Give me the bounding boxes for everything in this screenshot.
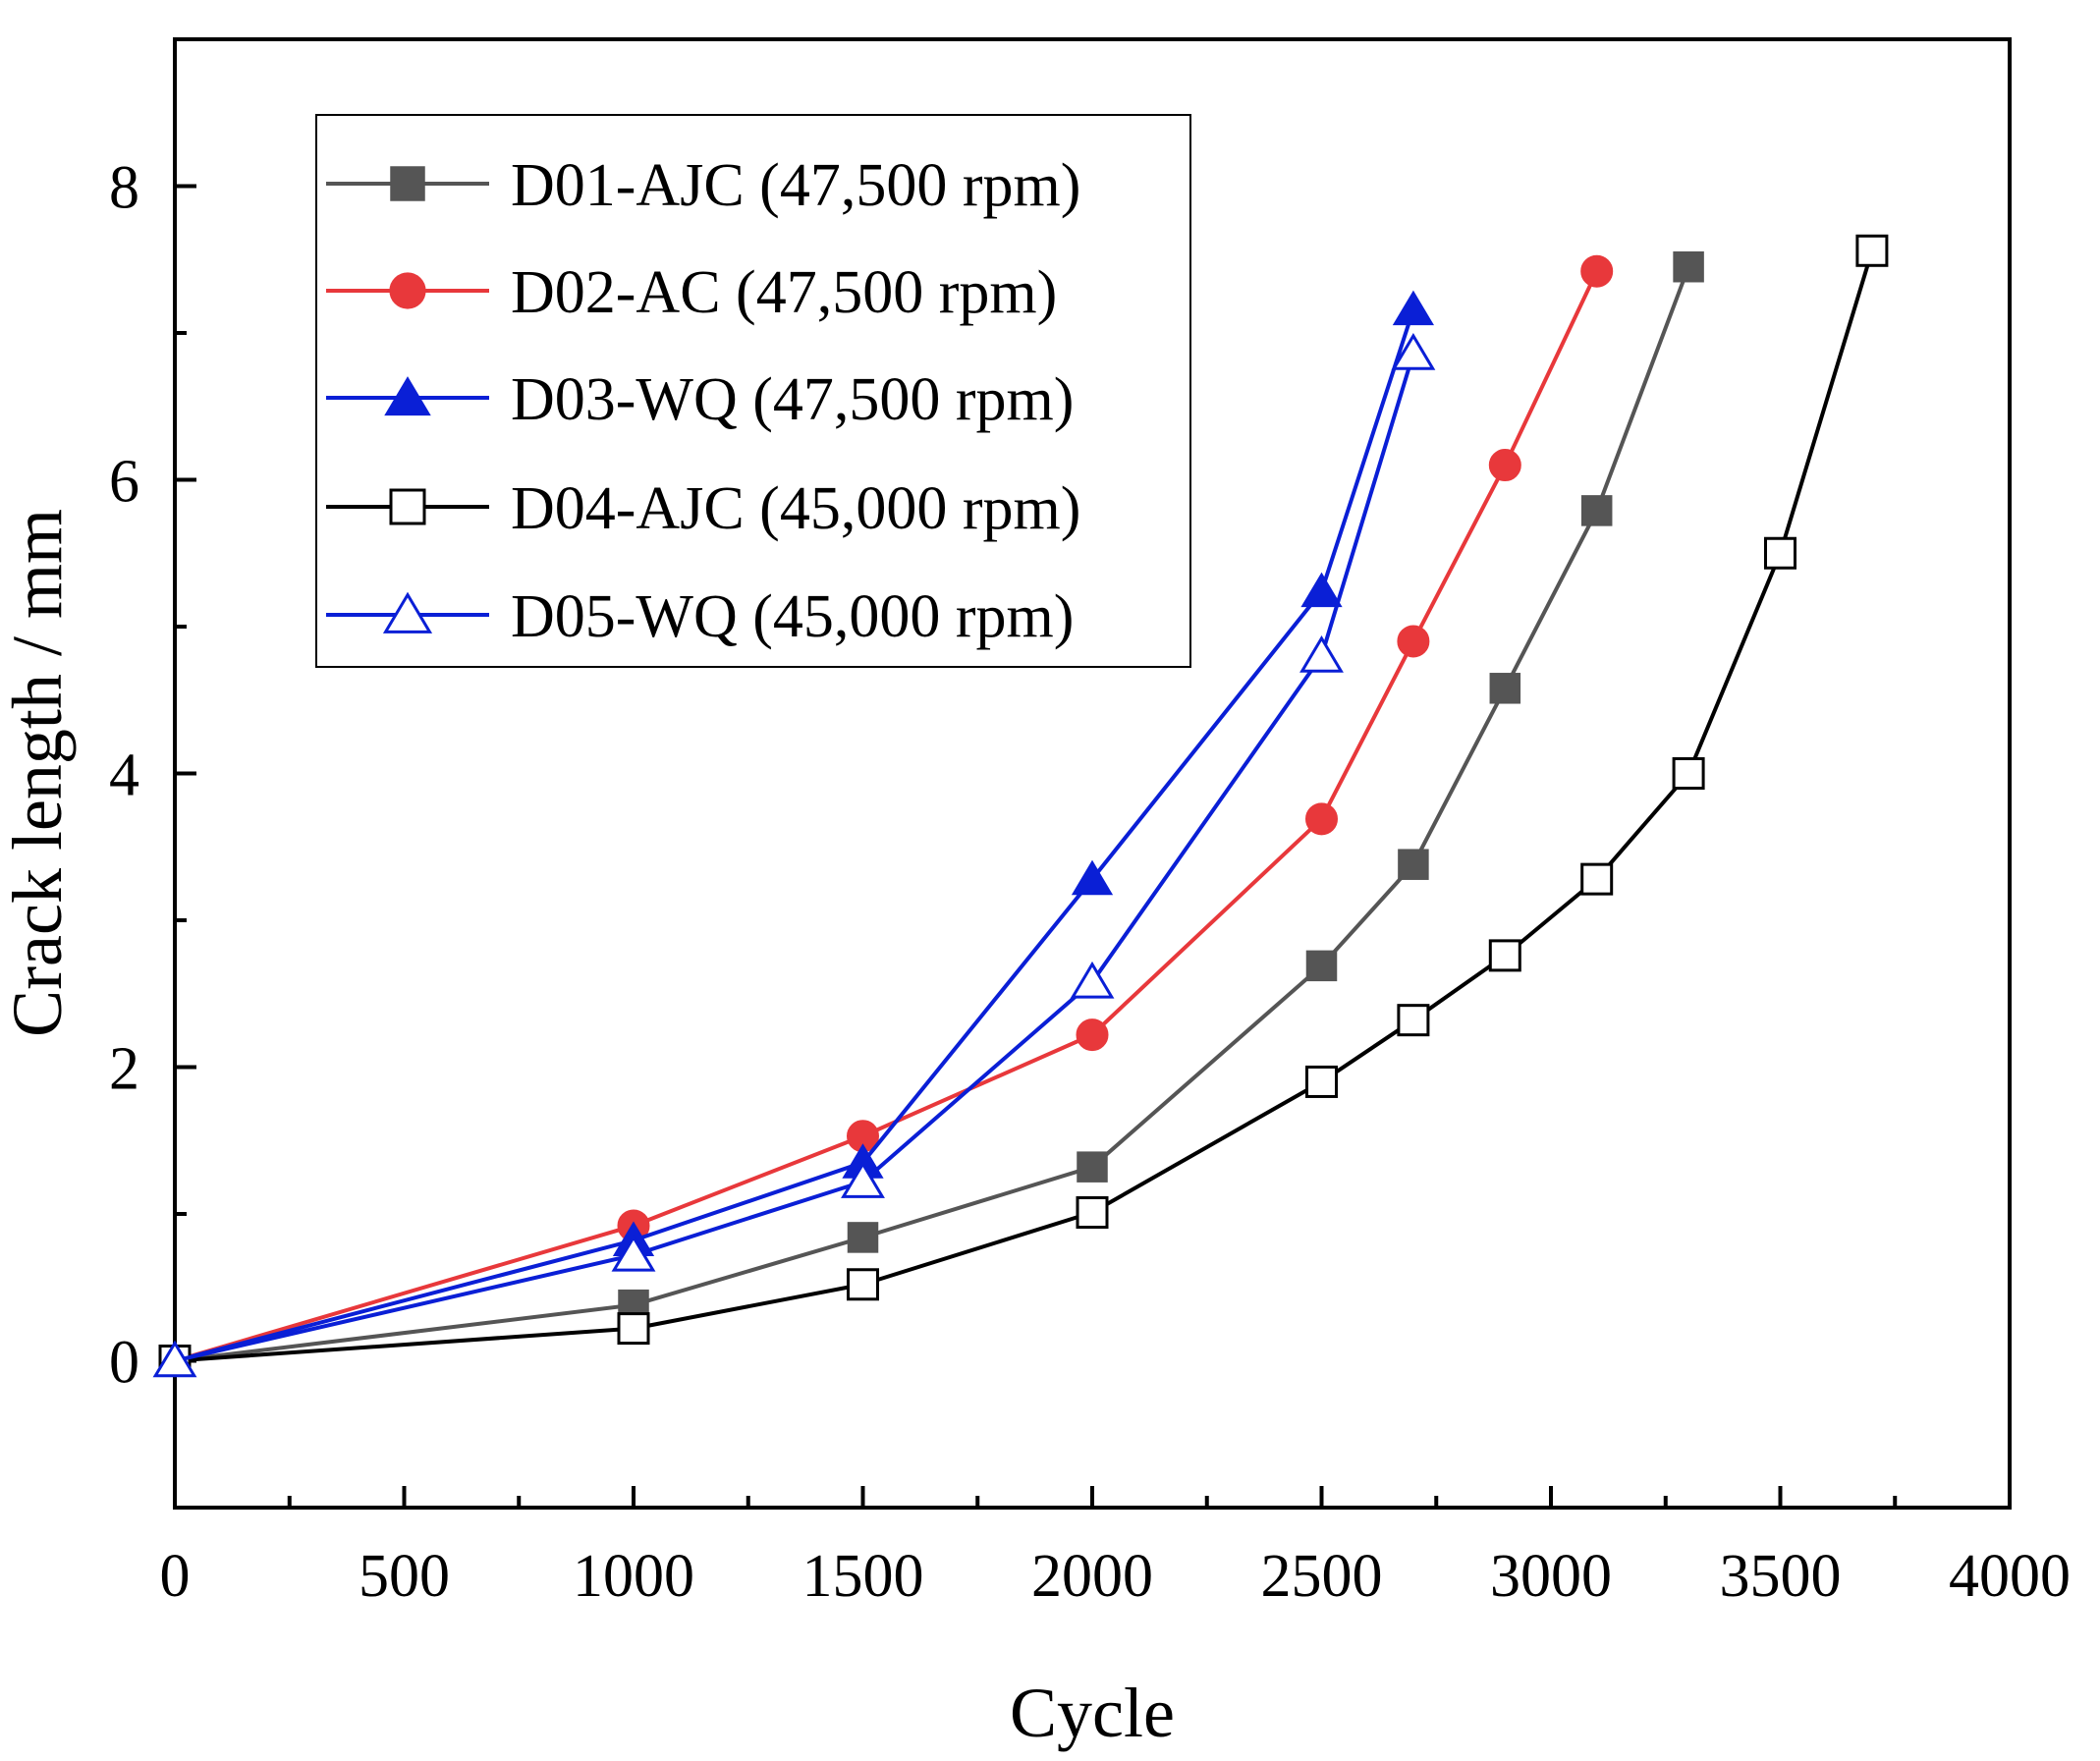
series-4: [158, 234, 1889, 1377]
x-tick-label: 3000: [1490, 1543, 1612, 1610]
square-marker: [1488, 939, 1521, 972]
triangle-marker: [152, 1340, 197, 1378]
legend-item: D03-WQ (47,500 rpm): [326, 366, 1074, 433]
triangle-marker: [1300, 572, 1343, 608]
legend: D01-AJC (47,500 rpm) D02-AC (47,500 rpm) D…: [315, 114, 1191, 668]
square-marker: [1305, 1065, 1338, 1098]
series-layer: [152, 234, 1889, 1378]
x-tick-label: 4000: [1949, 1543, 2071, 1610]
x-tick-label: 2000: [1031, 1543, 1153, 1610]
legend-item: D01-AJC (47,500 rpm): [326, 152, 1080, 219]
series-line: [174, 270, 1599, 1363]
legend-item: D05-WQ (45,000 rpm): [326, 583, 1074, 650]
triangle-marker: [841, 1161, 885, 1198]
x-tick-label: 500: [359, 1543, 450, 1610]
x-axis: 0 500 1000 1500 2000 2500 3000 3500 4000: [160, 1486, 2071, 1610]
triangle-marker: [1070, 961, 1115, 999]
legend-label: D03-WQ (47,500 rpm): [511, 366, 1074, 433]
square-marker: [1305, 950, 1338, 982]
legend-label: D05-WQ (45,000 rpm): [511, 583, 1074, 650]
triangle-marker: [382, 591, 433, 633]
square-marker: [1077, 1151, 1108, 1183]
series-5: [152, 332, 1436, 1378]
x-tick-label: 2500: [1261, 1543, 1383, 1610]
circle-marker: [389, 272, 426, 309]
y-tick-label: 4: [109, 743, 139, 809]
square-marker: [1580, 495, 1613, 526]
series-2: [158, 254, 1614, 1377]
y-tick-label: 8: [109, 155, 139, 222]
circle-marker: [1580, 254, 1614, 288]
triangle-marker: [1299, 634, 1344, 673]
square-marker: [1855, 234, 1889, 267]
legend-label: D02-AC (47,500 rpm): [511, 259, 1057, 326]
square-marker: [847, 1222, 879, 1253]
square-marker: [847, 1268, 879, 1301]
x-axis-title: Cycle: [1010, 1674, 1175, 1752]
circle-marker: [1488, 449, 1521, 482]
square-marker: [390, 166, 425, 201]
square-marker: [1580, 862, 1614, 896]
series-line: [174, 308, 1415, 1363]
y-tick-label: 2: [109, 1036, 139, 1103]
x-tick-label: 3500: [1720, 1543, 1842, 1610]
y-tick-label: 6: [109, 449, 139, 516]
y-axis-title: Crack length / mm: [0, 509, 77, 1037]
circle-marker: [1397, 625, 1430, 658]
x-tick-label: 1500: [802, 1543, 924, 1610]
square-marker: [617, 1312, 650, 1346]
legend-label: D01-AJC (47,500 rpm): [511, 152, 1080, 219]
circle-marker: [1076, 1018, 1109, 1052]
y-axis: 0 2 4 6 8: [109, 37, 196, 1510]
triangle-marker: [611, 1234, 656, 1272]
triangle-marker: [1391, 332, 1436, 370]
square-marker: [1673, 250, 1704, 283]
legend-label: D04-AJC (45,000 rpm): [511, 475, 1080, 542]
square-marker: [1489, 673, 1521, 704]
triangle-marker: [384, 376, 431, 416]
y-tick-label: 0: [109, 1330, 139, 1397]
triangle-marker: [1071, 859, 1114, 896]
square-marker: [1764, 536, 1796, 570]
series-line: [174, 353, 1415, 1363]
square-marker: [1397, 1004, 1430, 1037]
square-marker: [1398, 849, 1429, 880]
circle-marker: [1305, 802, 1338, 836]
legend-item: D02-AC (47,500 rpm): [326, 259, 1057, 326]
legend-box: [315, 114, 1191, 668]
x-tick-label: 1000: [573, 1543, 694, 1610]
square-marker: [389, 488, 426, 525]
x-tick-label: 0: [160, 1543, 191, 1610]
square-marker: [1076, 1196, 1109, 1230]
legend-item: D04-AJC (45,000 rpm): [326, 475, 1080, 542]
square-marker: [1672, 757, 1705, 790]
triangle-marker: [1392, 290, 1435, 326]
